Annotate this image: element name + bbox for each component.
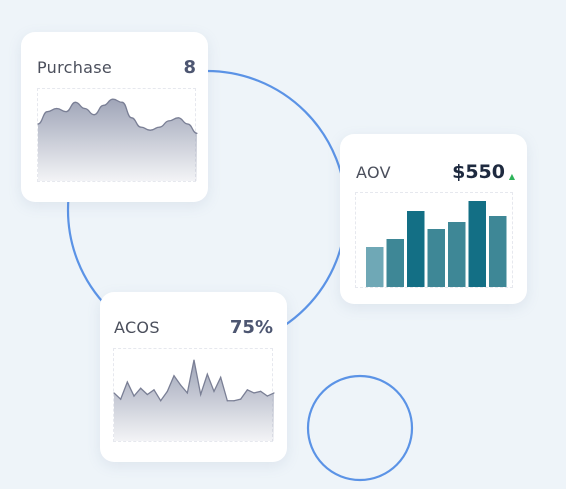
purchase-area-chart <box>37 98 198 181</box>
aov-bar-area <box>355 192 513 288</box>
purchase-point-16 <box>187 123 189 125</box>
purchase-value: 8 <box>183 57 196 78</box>
purchase-point-11 <box>140 126 142 128</box>
aov-bar-1 <box>386 239 404 287</box>
acos-point-18 <box>233 400 235 402</box>
purchase-point-14 <box>168 120 170 122</box>
small-ring <box>306 374 414 482</box>
purchase-point-12 <box>149 129 151 131</box>
acos-point-12 <box>193 359 195 361</box>
purchase-point-15 <box>177 117 179 119</box>
purchase-point-1 <box>46 111 48 113</box>
acos-point-23 <box>266 395 268 397</box>
acos-point-16 <box>220 376 222 378</box>
purchase-point-7 <box>102 104 105 106</box>
acos-point-8 <box>166 390 168 392</box>
acos-point-17 <box>226 400 228 402</box>
aov-value: $550 <box>452 161 505 183</box>
acos-point-13 <box>200 393 202 396</box>
acos-point-9 <box>173 375 175 377</box>
acos-sparkline-area <box>113 348 275 442</box>
acos-point-20 <box>246 389 248 391</box>
acos-point-22 <box>260 390 262 392</box>
purchase-sparkline-area <box>37 88 198 182</box>
up-triangle-icon: ▲ <box>508 172 515 181</box>
acos-point-15 <box>213 390 215 392</box>
acos-point-19 <box>240 398 242 400</box>
acos-point-24 <box>273 392 275 394</box>
purchase-point-2 <box>56 107 58 110</box>
purchase-point-4 <box>74 101 77 103</box>
aov-bar-4 <box>448 222 466 287</box>
aov-card: AOV $550 ▲ <box>340 134 527 304</box>
acos-point-5 <box>146 393 148 396</box>
acos-point-14 <box>206 373 208 375</box>
acos-point-10 <box>180 384 182 386</box>
purchase-point-17 <box>196 132 198 134</box>
aov-bar-6 <box>489 216 507 287</box>
acos-area-fill <box>114 360 274 441</box>
acos-value: 75% <box>229 317 273 338</box>
purchase-point-8 <box>112 98 114 100</box>
purchase-area-fill <box>38 99 197 181</box>
purchase-point-10 <box>130 117 133 119</box>
acos-point-4 <box>140 387 142 389</box>
aov-bar-3 <box>427 229 445 287</box>
purchase-point-6 <box>93 114 95 116</box>
purchase-point-5 <box>84 107 86 110</box>
acos-point-7 <box>160 400 162 402</box>
acos-card: ACOS 75% <box>100 292 287 462</box>
purchase-point-3 <box>65 111 67 113</box>
purchase-card: Purchase 8 <box>21 32 208 202</box>
purchase-point-0 <box>37 123 39 125</box>
aov-bar-0 <box>366 247 384 287</box>
acos-point-2 <box>126 381 128 383</box>
purchase-point-13 <box>158 126 161 128</box>
aov-bar-2 <box>407 211 425 287</box>
acos-label: ACOS <box>114 318 160 337</box>
aov-bar-chart <box>366 201 507 287</box>
acos-point-6 <box>153 389 155 391</box>
acos-point-21 <box>253 392 255 394</box>
purchase-label: Purchase <box>37 58 113 77</box>
acos-point-1 <box>120 398 122 400</box>
purchase-point-9 <box>121 101 123 103</box>
aov-label: AOV <box>356 163 391 182</box>
acos-point-3 <box>133 395 135 397</box>
aov-bar-5 <box>468 201 486 287</box>
acos-point-11 <box>186 392 188 394</box>
acos-area-chart <box>113 359 275 441</box>
purchase-series-line <box>37 98 198 134</box>
acos-point-0 <box>113 392 115 394</box>
